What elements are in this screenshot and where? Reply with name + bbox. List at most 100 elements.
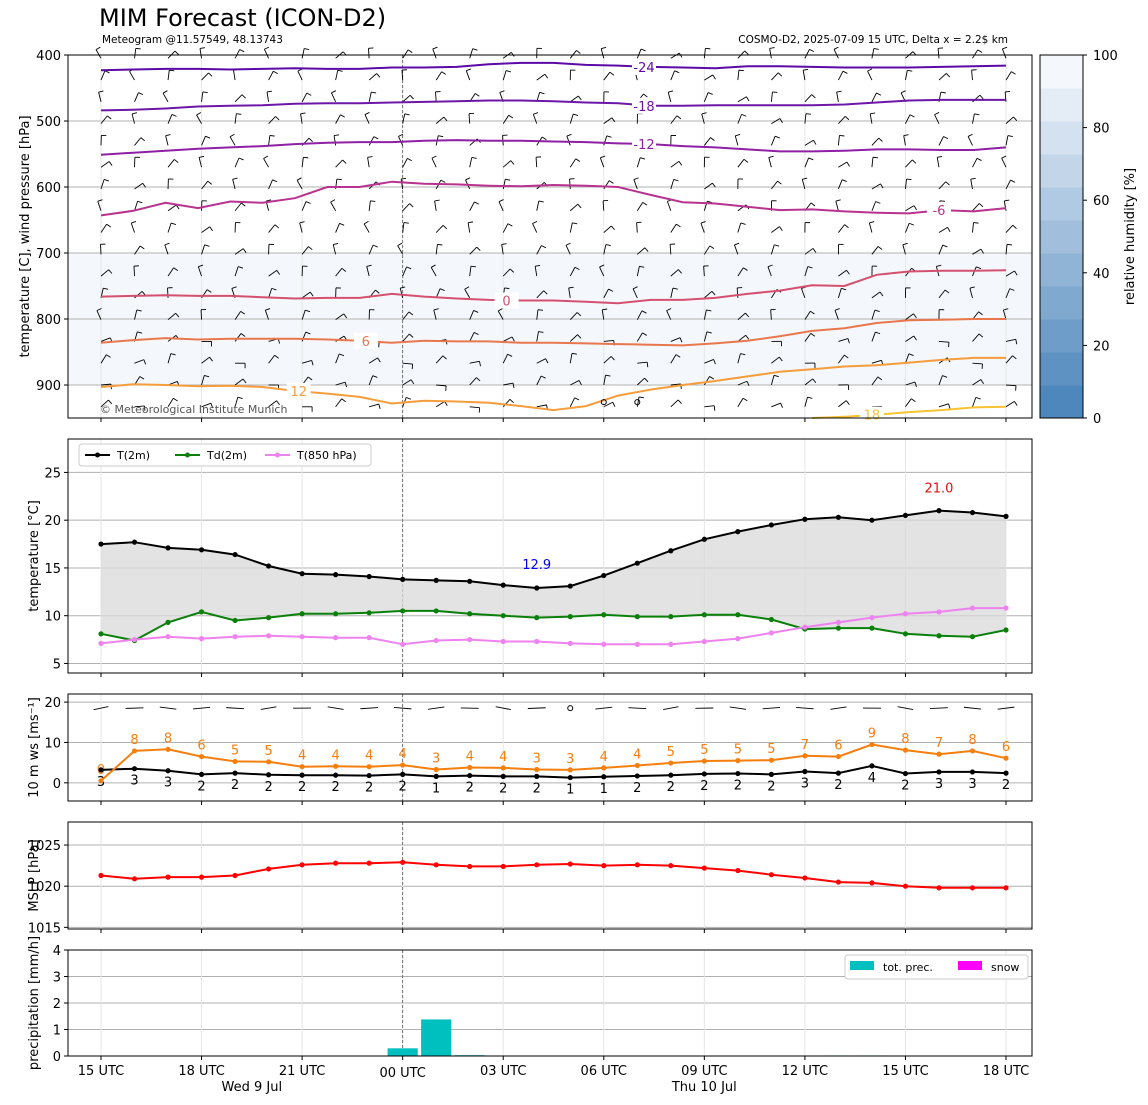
- x-tick-label: 18 UTC: [983, 1064, 1029, 1079]
- series-point: [567, 774, 573, 781]
- wind-barb-flag: [639, 265, 645, 268]
- colorbar-segment: [1040, 286, 1083, 320]
- wind-barb: [469, 332, 475, 342]
- wind-barb: [536, 200, 540, 211]
- wind-barb-flag: [877, 246, 883, 250]
- wind-barb: [100, 161, 110, 168]
- wind-barb: [770, 244, 775, 255]
- wind-barb: [167, 353, 172, 364]
- wind-barb: [399, 288, 404, 298]
- wind-barb: [268, 400, 277, 408]
- gust-speed-label: 8: [164, 731, 172, 746]
- wind-barb-flag: [1007, 135, 1013, 137]
- wind-barb: [1005, 338, 1016, 342]
- series-point: [98, 872, 104, 879]
- series-point: [701, 771, 707, 777]
- wind-barb: [268, 135, 271, 146]
- wind-barb: [234, 397, 239, 407]
- wind-barb-flag: [103, 179, 109, 182]
- wind-barb: [905, 223, 910, 233]
- wind-barb-flag: [1012, 355, 1017, 360]
- copyright-text: © Meteorological Institute Munich: [100, 403, 287, 416]
- wind-barb: [430, 267, 437, 277]
- wind-barb: [527, 707, 546, 709]
- wind-barb: [501, 244, 504, 255]
- series-point: [299, 772, 305, 778]
- wind-barb: [703, 245, 711, 255]
- wind-barb-flag: [577, 95, 582, 101]
- wind-barb-flag: [108, 399, 113, 405]
- wind-barb-flag: [165, 134, 171, 137]
- series-point: [1003, 770, 1009, 776]
- series-point: [198, 547, 205, 553]
- wind-barb: [131, 113, 135, 124]
- y-tick-label: 2: [53, 997, 61, 1012]
- wind-barb-flag: [605, 244, 611, 247]
- wind-barb: [100, 70, 106, 81]
- series-point: [198, 609, 205, 615]
- wind-barb-flag: [773, 374, 779, 378]
- wind-barb: [905, 381, 916, 386]
- wind-barb-flag: [914, 381, 917, 387]
- panel-frame: [67, 693, 1033, 802]
- series-point: [601, 774, 607, 780]
- wind-barb: [332, 244, 337, 255]
- wind-barb: [905, 313, 914, 321]
- wind-barb-flag: [576, 50, 581, 54]
- wind-barb: [167, 114, 173, 124]
- series-point: [98, 631, 104, 637]
- wind-barb: [566, 135, 571, 146]
- wind-barb-flag: [141, 291, 146, 296]
- series-point: [869, 517, 875, 523]
- wind-barb-flag: [265, 308, 271, 311]
- wind-barb-flag: [162, 90, 168, 94]
- series-point: [668, 760, 674, 766]
- legend: tot. prec. snow: [844, 954, 1029, 980]
- y-tick-label: 10: [44, 736, 61, 751]
- wind-barb-flag: [841, 287, 847, 291]
- series-point: [534, 638, 540, 645]
- wind-barb: [469, 310, 475, 320]
- y-tick-label: 10: [44, 610, 61, 625]
- wind-barb: [330, 92, 337, 103]
- wind-barb-flag: [202, 91, 208, 93]
- series-point: [333, 611, 339, 617]
- gust-speed-label: 4: [633, 747, 641, 762]
- wind-barb-flag: [198, 264, 204, 268]
- wind-barb: [871, 92, 877, 103]
- wind-barb: [133, 266, 135, 277]
- wind-barb: [196, 114, 202, 124]
- wind-barb: [868, 222, 873, 233]
- series-point: [333, 572, 339, 578]
- wind-barb-flag: [269, 135, 275, 137]
- wind-barb-flag: [742, 397, 748, 402]
- wind-barb: [402, 49, 409, 59]
- wind-barb-flag: [171, 114, 177, 117]
- wind-barb-flag: [878, 137, 883, 142]
- wind-barb-flag: [409, 203, 414, 208]
- wind-barb-flag: [802, 177, 808, 180]
- wind-barb-flag: [170, 353, 176, 356]
- wind-barb: [469, 201, 475, 211]
- gust-speed-label: 7: [935, 736, 943, 751]
- wind-barb-flag: [980, 379, 984, 384]
- isotherm-line: [812, 405, 1007, 419]
- wind-barb-flag: [909, 222, 914, 226]
- wind-barb: [771, 356, 780, 364]
- wind-barb: [469, 377, 477, 386]
- wind-barb-flag: [538, 200, 544, 203]
- series-point: [265, 633, 272, 639]
- gust-speed-label: 4: [600, 750, 608, 765]
- wind-barb: [771, 226, 780, 233]
- series-point: [333, 860, 339, 866]
- wind-barb: [804, 113, 807, 124]
- wind-barb-flag: [709, 376, 715, 380]
- wind-barb-flag: [431, 155, 437, 159]
- wind-barb: [134, 245, 141, 255]
- wind-barb: [532, 223, 538, 233]
- gust-speed-label: 6: [834, 739, 842, 754]
- wind-barb-flag: [566, 133, 572, 137]
- series-point: [936, 609, 942, 615]
- wind-barb: [897, 706, 914, 710]
- wind-speed-label: 2: [466, 781, 474, 796]
